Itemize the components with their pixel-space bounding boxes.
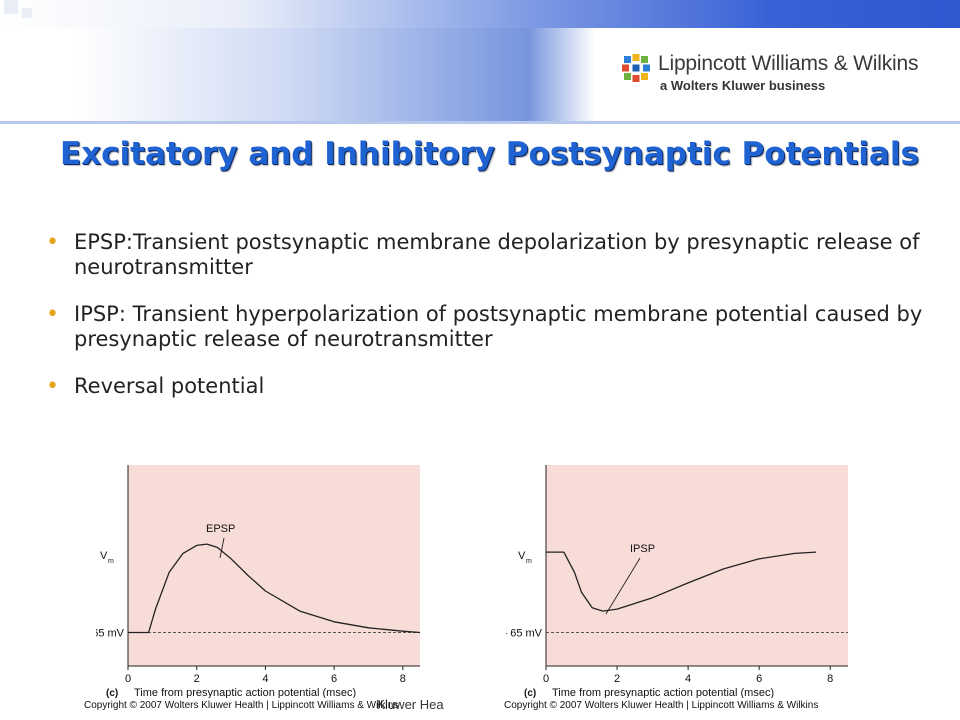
annotation-label: EPSP	[206, 523, 235, 535]
ipsp-figure: – 65 mV Vm 0 2 4 6 8 (c) Time from presynaptic a…	[501, 462, 854, 702]
bullet-item: EPSP:Transient postsynaptic membrane dep…	[46, 230, 926, 280]
x-tick-label: 6	[331, 673, 337, 685]
bullet-list: EPSP:Transient postsynaptic membrane dep…	[46, 230, 926, 421]
annotation-pointer	[219, 537, 225, 559]
y-axis-label-subscript: m	[108, 558, 114, 565]
series-line	[546, 551, 817, 612]
y-tick-label: – 65 mV	[506, 628, 543, 640]
header-divider	[0, 121, 960, 124]
top-gradient-band	[0, 0, 960, 28]
x-tick-label: 2	[194, 673, 200, 685]
panel-label: (c)	[524, 688, 536, 698]
x-axis-label: Time from presynaptic action potential (…	[134, 687, 356, 698]
x-tick-label: 6	[756, 673, 762, 685]
y-tick-label: – 65 mV	[96, 628, 125, 640]
header-band	[0, 28, 960, 122]
epsp-figure: – 65 mV Vm 0 2 4 6 8 (c) Time from presynaptic a…	[83, 462, 436, 702]
series-line	[128, 543, 421, 634]
x-tick-label: 8	[827, 673, 833, 685]
bullet-item: Reversal potential	[46, 374, 926, 399]
x-tick-label: 8	[400, 673, 406, 685]
x-tick-label: 4	[262, 673, 268, 685]
decor-square	[22, 8, 32, 18]
publisher-logo: Lippincott Williams & Wilkins a Wolters …	[620, 48, 940, 98]
brand-name: Lippincott Williams & Wilkins	[658, 52, 919, 75]
panel-label: (c)	[106, 688, 118, 698]
brand-subtitle: a Wolters Kluwer business	[660, 78, 826, 93]
bullet-item: IPSP: Transient hyperpolarization of pos…	[46, 302, 926, 352]
copyright-right: Copyright © 2007 Wolters Kluwer Health |…	[504, 700, 819, 711]
ipsp-chart: – 65 mV Vm 0 2 4 6 8 (c) Time from presynaptic a…	[501, 465, 848, 699]
globe-logo-icon	[621, 53, 651, 83]
plot-background	[128, 465, 420, 666]
decor-square	[4, 0, 18, 14]
underlying-text: Kluwer Hea	[376, 697, 444, 712]
y-axis-label: V	[100, 550, 108, 562]
y-axis-label: V	[518, 550, 526, 562]
annotation-pointer	[605, 557, 641, 615]
copyright-left: Copyright © 2007 Wolters Kluwer Health |…	[84, 700, 399, 711]
x-axis-label: Time from presynaptic action potential (…	[552, 687, 774, 698]
epsp-chart: – 65 mV Vm 0 2 4 6 8 (c) Time from presynaptic a…	[83, 465, 421, 699]
slide-title: Excitatory and Inhibitory Postsynaptic P…	[60, 136, 919, 172]
plot-background	[546, 465, 848, 666]
x-tick-label: 4	[685, 673, 691, 685]
x-tick-label: 0	[543, 673, 549, 685]
x-tick-label: 2	[614, 673, 620, 685]
x-tick-label: 0	[125, 673, 131, 685]
y-axis-label-subscript: m	[526, 558, 532, 565]
annotation-label: IPSP	[630, 543, 655, 555]
